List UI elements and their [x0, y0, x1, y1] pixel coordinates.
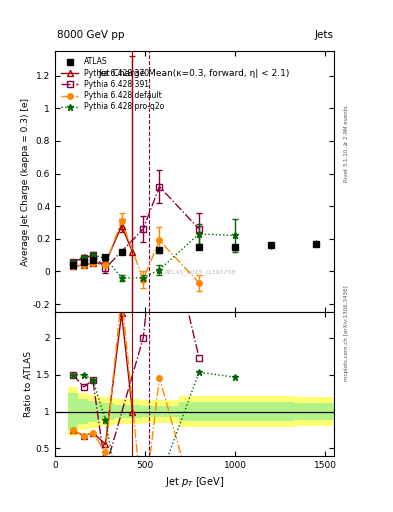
Legend: ATLAS, Pythia 6.428 370, Pythia 6.428 391, Pythia 6.428 default, Pythia 6.428 pr: ATLAS, Pythia 6.428 370, Pythia 6.428 39…	[59, 55, 167, 114]
Text: 8000 GeV pp: 8000 GeV pp	[57, 30, 125, 40]
Text: Jets: Jets	[315, 30, 334, 40]
Y-axis label: Average Jet Charge (kappa = 0.3) [e]: Average Jet Charge (kappa = 0.3) [e]	[21, 98, 30, 266]
Text: Jet Charge Mean(κ=0.3, forward, η| < 2.1): Jet Charge Mean(κ=0.3, forward, η| < 2.1…	[99, 70, 290, 78]
Text: mcplots.cern.ch [arXiv:1306.3436]: mcplots.cern.ch [arXiv:1306.3436]	[344, 285, 349, 380]
Y-axis label: Ratio to ATLAS: Ratio to ATLAS	[24, 351, 33, 417]
Text: Rivet 3.1.10, ≥ 2.9M events: Rivet 3.1.10, ≥ 2.9M events	[344, 105, 349, 182]
Text: ATLAS_2015_I1393758: ATLAS_2015_I1393758	[164, 269, 236, 275]
X-axis label: Jet $p_T$ [GeV]: Jet $p_T$ [GeV]	[165, 475, 224, 489]
